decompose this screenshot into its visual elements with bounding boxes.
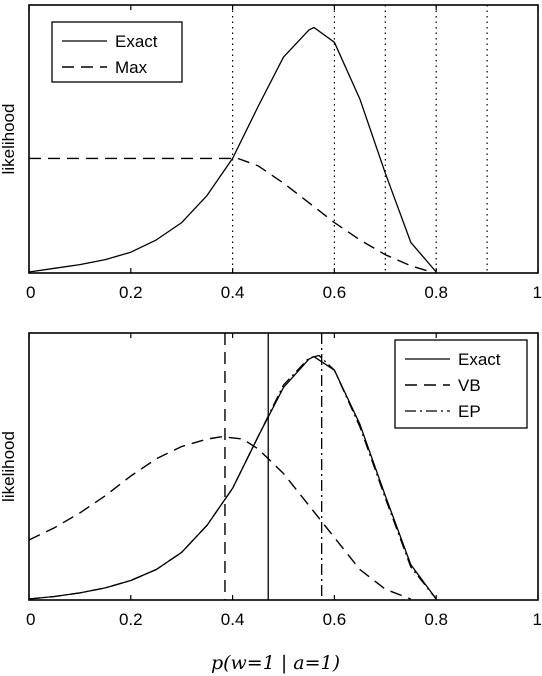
- legend-label-exact: Exact: [115, 32, 158, 51]
- x-tick-label: 0.2: [119, 610, 143, 629]
- x-tick-label: 1: [533, 610, 542, 629]
- plot-frame: [28, 332, 539, 601]
- x-tick-label: 0.8: [424, 283, 448, 302]
- y-axis-label: likelihood: [0, 431, 18, 502]
- x-axis-label: p(w=1 | a=1): [211, 652, 340, 674]
- y-axis-label: likelihood: [0, 104, 18, 175]
- x-tick-label: 0.6: [323, 610, 347, 629]
- x-tick-label: 1: [533, 283, 542, 302]
- x-tick-label: 0.4: [221, 283, 245, 302]
- legend-label-exact: Exact: [458, 350, 501, 369]
- plot-frame: [28, 4, 539, 274]
- series-line-exact: [28, 26, 437, 273]
- legend: Exact Max: [51, 21, 183, 83]
- series-line-exact: [28, 356, 437, 600]
- legend: Exact VB EP: [394, 339, 528, 429]
- series-line-ep: [28, 354, 437, 600]
- legend-box: [394, 339, 528, 429]
- x-tick-label: 0.6: [323, 283, 347, 302]
- legend-label-max: Max: [115, 58, 148, 77]
- x-tick-label: 0: [26, 283, 35, 302]
- chart-panel-2: 0 0.2 0.4 0.6 0.8 1 likelihood p(w=1 | a=1) Exac…: [0, 332, 542, 674]
- x-tick-label: 0.8: [424, 610, 448, 629]
- legend-label-vb: VB: [458, 376, 481, 395]
- legend-label-ep: EP: [458, 402, 481, 421]
- chart-panel-1: 0 0.2 0.4 0.6 0.8 1 likelihood Exact Max: [0, 4, 542, 302]
- series-line-vb: [28, 435, 412, 600]
- legend-box: [51, 21, 183, 83]
- x-tick-label: 0: [26, 610, 35, 629]
- x-tick-label: 0.4: [221, 610, 245, 629]
- series-line-max: [29, 157, 432, 273]
- x-tick-label: 0.2: [119, 283, 143, 302]
